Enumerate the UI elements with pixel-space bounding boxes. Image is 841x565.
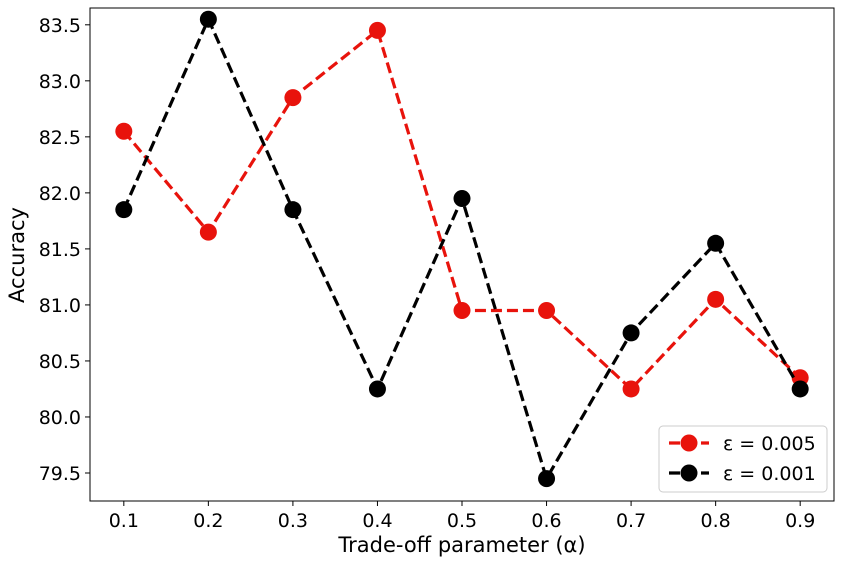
series-1-point: [115, 122, 133, 140]
legend-marker-2: [680, 464, 698, 482]
y-tick-label: 83.5: [39, 15, 81, 37]
series-1-point: [284, 89, 302, 107]
y-tick-label: 80.5: [39, 351, 81, 373]
x-tick-label: 0.1: [109, 510, 139, 532]
x-tick-label: 0.8: [701, 510, 731, 532]
series-1-point: [538, 302, 556, 320]
y-tick-label: 83.0: [39, 71, 81, 93]
series-2-point: [453, 189, 471, 207]
series-1-point: [707, 290, 725, 308]
series-2-point: [199, 10, 217, 28]
legend-label-2: ε = 0.001: [723, 463, 816, 485]
x-tick-label: 0.2: [193, 510, 223, 532]
y-axis: 79.5 80.0 80.5 81.0 81.5 82.0 82.5 83.0 83.5: [39, 15, 90, 485]
x-axis: 0.1 0.2 0.3 0.4 0.5 0.6 0.7 0.8 0.9: [109, 501, 815, 532]
plot-frame: [89, 7, 835, 502]
y-tick-label: 82.0: [39, 183, 81, 205]
y-tick-label: 81.5: [39, 239, 81, 261]
series-layer: [115, 10, 809, 488]
legend: ε = 0.005 ε = 0.001: [658, 425, 828, 493]
x-tick-label: 0.6: [531, 510, 561, 532]
y-axis-label: Accuracy: [5, 207, 29, 303]
y-tick-label: 80.0: [39, 407, 81, 429]
x-tick-label: 0.5: [447, 510, 477, 532]
x-axis-label: Trade-off parameter (α): [337, 533, 585, 557]
series-1-point: [453, 302, 471, 320]
y-tick-label: 79.5: [39, 463, 81, 485]
series-2-point: [284, 201, 302, 219]
legend-label-1: ε = 0.005: [723, 433, 816, 455]
series-2-point: [622, 324, 640, 342]
series-1-point: [622, 380, 640, 398]
plot-area: [90, 8, 834, 501]
series-2-point: [707, 234, 725, 252]
legend-marker-1: [680, 434, 698, 452]
x-tick-label: 0.3: [278, 510, 308, 532]
x-tick-label: 0.9: [785, 510, 815, 532]
x-tick-label: 0.4: [362, 510, 392, 532]
series-2-point: [368, 380, 386, 398]
y-tick-label: 82.5: [39, 127, 81, 149]
series-2-point: [115, 201, 133, 219]
y-tick-label: 81.0: [39, 295, 81, 317]
series-1-point: [368, 21, 386, 39]
series-1-point: [199, 223, 217, 241]
series-2-point: [538, 470, 556, 488]
series-2-point: [791, 380, 809, 398]
x-tick-label: 0.7: [616, 510, 646, 532]
